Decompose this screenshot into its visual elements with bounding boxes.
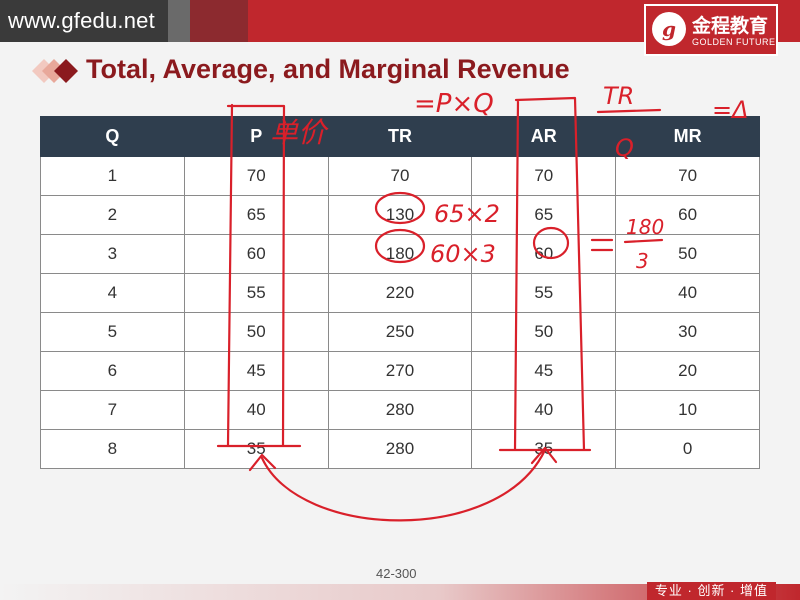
table-cell-q: 1 [40,156,185,196]
table-cell-ar: 70 [471,156,617,196]
table-row: 5 50 250 50 30 [40,312,760,352]
table-cell-q: 4 [40,273,185,313]
table-cell-p: 70 [183,156,329,196]
table-cell-ar: 45 [471,351,617,391]
table-cell-ar: 35 [471,429,617,469]
annotation-tr-formula: =P×Q [414,89,494,119]
table-cell-mr: 70 [615,156,760,196]
table-cell-mr: 60 [615,195,760,235]
table-cell-p: 50 [183,312,329,352]
table-row: 8 35 280 35 0 [40,429,760,469]
table-cell-p: 60 [183,234,329,274]
logo-english-name: GOLDEN FUTURE [692,37,776,47]
title-diamond-icon [32,59,78,83]
table-cell-mr: 20 [615,351,760,391]
column-header-q: Q [40,116,185,157]
table-cell-tr: 280 [327,429,473,469]
table-cell-ar: 60 [471,234,617,274]
table-cell-q: 2 [40,195,185,235]
revenue-table: Q P TR AR MR 1 70 70 70 70 2 65 130 65 60 3 60 180 60… [40,116,760,469]
brand-logo: g 金程教育 GOLDEN FUTURE [644,4,778,56]
table-cell-q: 8 [40,429,185,469]
table-cell-q: 5 [40,312,185,352]
table-header-row: Q P TR AR MR [40,116,760,157]
table-cell-tr: 220 [327,273,473,313]
page-number: 42-300 [376,566,417,581]
table-cell-tr: 180 [327,234,473,274]
column-header-ar: AR [471,116,617,157]
table-cell-ar: 55 [471,273,617,313]
table-cell-mr: 50 [615,234,760,274]
header-stripe [248,0,313,42]
table-cell-p: 55 [183,273,329,313]
table-cell-tr: 270 [327,351,473,391]
table-cell-ar: 40 [471,390,617,430]
table-row: 4 55 220 55 40 [40,273,760,313]
slide-title: Total, Average, and Marginal Revenue [86,54,570,84]
footer-bar [0,584,800,600]
table-cell-q: 7 [40,390,185,430]
table-cell-p: 35 [183,429,329,469]
table-cell-ar: 65 [471,195,617,235]
table-cell-p: 45 [183,351,329,391]
table-row: 3 60 180 60 50 [40,234,760,274]
table-row: 1 70 70 70 70 [40,156,760,196]
table-row: 2 65 130 65 60 [40,195,760,235]
header-stripe [190,0,248,42]
table-cell-q: 3 [40,234,185,274]
table-cell-mr: 10 [615,390,760,430]
footer-slogan: 专业 · 创新 · 增值 [646,582,776,600]
table-cell-mr: 0 [615,429,760,469]
table-cell-mr: 40 [615,273,760,313]
table-cell-p: 40 [183,390,329,430]
logo-chinese-name: 金程教育 [692,15,769,37]
table-cell-mr: 30 [615,312,760,352]
annotation-ar-numerator: TR [603,82,634,110]
table-cell-tr: 280 [327,390,473,430]
table-cell-tr: 70 [327,156,473,196]
column-header-p: P [183,116,329,157]
table-cell-p: 65 [183,195,329,235]
table-row: 6 45 270 45 20 [40,351,760,391]
header-stripe [168,0,190,42]
table-cell-q: 6 [40,351,185,391]
table-cell-ar: 50 [471,312,617,352]
table-row: 7 40 280 40 10 [40,390,760,430]
site-url: www.gfedu.net [8,8,155,33]
table-cell-tr: 130 [327,195,473,235]
logo-seal-icon: g [652,12,686,46]
column-header-tr: TR [327,116,473,157]
table-cell-tr: 250 [327,312,473,352]
column-header-mr: MR [615,116,760,157]
fraction-bar-tr-q [596,108,662,114]
